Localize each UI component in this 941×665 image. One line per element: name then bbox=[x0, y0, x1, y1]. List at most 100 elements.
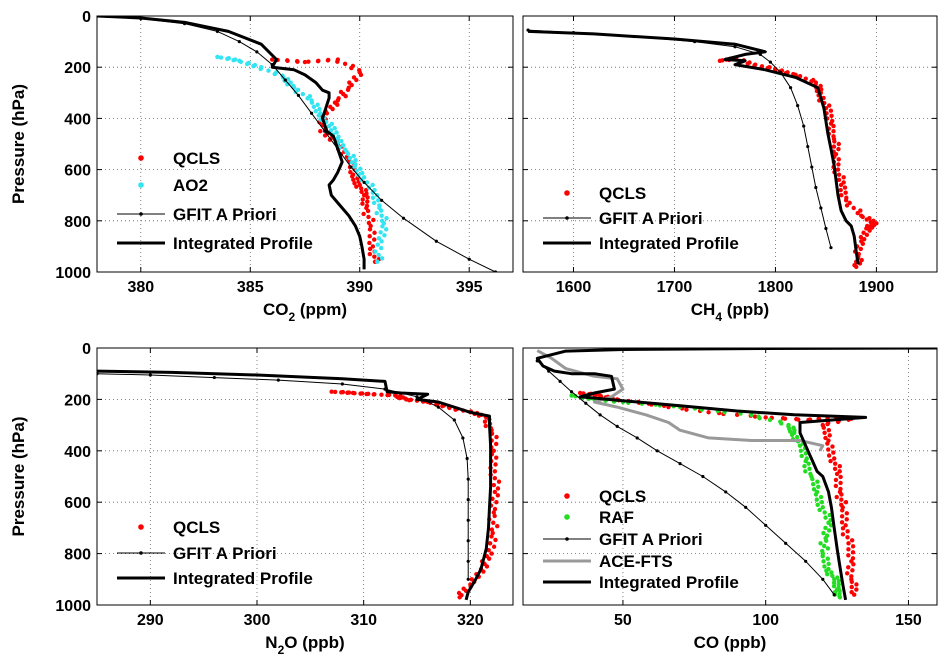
y-tick-label: 200 bbox=[64, 392, 91, 409]
axes-frame bbox=[96, 347, 514, 606]
data-marker bbox=[821, 577, 825, 581]
data-point bbox=[349, 65, 354, 71]
x-tick-label: 385 bbox=[237, 279, 264, 296]
data-point bbox=[367, 251, 373, 257]
data-marker bbox=[380, 198, 384, 202]
data-marker bbox=[802, 124, 806, 128]
data-point bbox=[859, 257, 864, 263]
data-point bbox=[834, 471, 840, 477]
data-point bbox=[819, 500, 825, 505]
data-point bbox=[352, 181, 357, 186]
data-point bbox=[335, 102, 340, 107]
data-point bbox=[836, 177, 842, 183]
data-marker bbox=[678, 462, 682, 466]
data-point bbox=[838, 187, 843, 193]
y-tick-label: 600 bbox=[64, 495, 91, 512]
data-point bbox=[684, 407, 689, 412]
data-marker bbox=[465, 456, 469, 461]
legend-marker bbox=[565, 537, 569, 541]
data-point bbox=[373, 249, 378, 254]
data-point bbox=[734, 412, 740, 418]
data-point bbox=[809, 79, 814, 84]
series-qcls bbox=[577, 390, 859, 597]
y-axis-label: Pressure (hPa) bbox=[9, 84, 28, 204]
data-point bbox=[836, 146, 841, 152]
axes-frame bbox=[522, 15, 938, 273]
data-point bbox=[850, 544, 856, 549]
data-point bbox=[814, 497, 820, 502]
data-point bbox=[353, 158, 358, 163]
data-point bbox=[484, 564, 490, 569]
legend-item: AO2 bbox=[138, 176, 208, 195]
data-point bbox=[838, 182, 844, 188]
data-point bbox=[491, 520, 496, 525]
data-point bbox=[496, 479, 502, 484]
series-qcls bbox=[329, 389, 502, 600]
legend-item: QCLS bbox=[138, 518, 220, 537]
data-point bbox=[367, 233, 372, 239]
data-point bbox=[810, 476, 815, 482]
data-point bbox=[811, 487, 817, 492]
x-tick-label: 300 bbox=[244, 612, 271, 629]
legend-label: GFIT A Priori bbox=[599, 530, 703, 549]
data-point bbox=[789, 432, 795, 438]
data-point bbox=[840, 526, 846, 531]
data-point bbox=[803, 458, 808, 464]
data-point bbox=[482, 419, 488, 424]
legend-item: Integrated Profile bbox=[543, 573, 739, 592]
data-point bbox=[846, 565, 851, 570]
data-point bbox=[375, 242, 380, 247]
data-point bbox=[258, 66, 263, 72]
data-point bbox=[343, 94, 348, 99]
series-line bbox=[536, 349, 825, 452]
data-point bbox=[798, 448, 804, 453]
x-tick-label: 395 bbox=[456, 279, 483, 296]
data-point bbox=[821, 559, 826, 564]
data-point bbox=[342, 61, 348, 66]
data-marker bbox=[276, 378, 280, 382]
y-tick-label: 400 bbox=[64, 444, 91, 461]
data-point bbox=[830, 444, 835, 449]
data-point bbox=[358, 166, 363, 171]
data-point bbox=[375, 259, 380, 264]
x-tick-label: 1900 bbox=[859, 279, 895, 296]
data-point bbox=[830, 573, 835, 579]
data-point bbox=[833, 483, 839, 489]
data-point bbox=[815, 502, 820, 507]
data-point bbox=[332, 126, 337, 131]
data-point bbox=[384, 216, 389, 221]
series-qcls bbox=[269, 57, 382, 264]
data-point bbox=[489, 551, 494, 556]
data-point bbox=[333, 389, 338, 395]
data-point bbox=[397, 395, 402, 401]
data-marker bbox=[466, 498, 470, 502]
data-point bbox=[829, 570, 834, 575]
data-point bbox=[285, 58, 290, 63]
data-point bbox=[363, 187, 369, 193]
data-point bbox=[317, 106, 322, 112]
data-point bbox=[316, 58, 321, 63]
data-point bbox=[269, 57, 275, 62]
data-point bbox=[492, 506, 498, 512]
series-line bbox=[527, 29, 860, 265]
data-point bbox=[359, 189, 364, 194]
data-point bbox=[858, 246, 863, 252]
data-point bbox=[313, 108, 318, 114]
legend-marker bbox=[139, 551, 143, 555]
data-point bbox=[384, 227, 389, 232]
data-marker bbox=[466, 577, 470, 581]
data-point bbox=[495, 523, 500, 529]
data-point bbox=[803, 76, 808, 81]
data-point bbox=[867, 228, 872, 233]
data-point bbox=[335, 59, 340, 64]
data-point bbox=[832, 577, 837, 582]
data-marker bbox=[724, 490, 728, 494]
data-point bbox=[368, 223, 373, 229]
plot-area bbox=[97, 369, 502, 601]
data-point bbox=[864, 232, 870, 238]
data-point bbox=[851, 205, 856, 211]
data-marker bbox=[237, 40, 241, 44]
data-point bbox=[845, 529, 850, 534]
data-point bbox=[828, 108, 834, 113]
data-point bbox=[757, 416, 762, 421]
